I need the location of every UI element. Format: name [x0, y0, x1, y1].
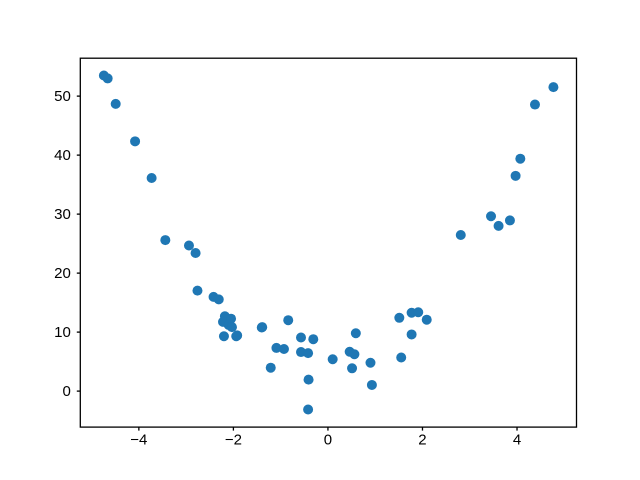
svg-text:0: 0	[62, 383, 70, 400]
svg-text:4: 4	[513, 432, 521, 449]
svg-text:2: 2	[418, 432, 426, 449]
svg-text:30: 30	[54, 206, 71, 223]
svg-text:−4: −4	[130, 432, 147, 449]
svg-text:40: 40	[54, 147, 71, 164]
svg-text:−2: −2	[225, 432, 242, 449]
svg-text:20: 20	[54, 265, 71, 282]
svg-text:10: 10	[54, 324, 71, 341]
svg-text:0: 0	[324, 432, 332, 449]
svg-text:50: 50	[54, 88, 71, 105]
